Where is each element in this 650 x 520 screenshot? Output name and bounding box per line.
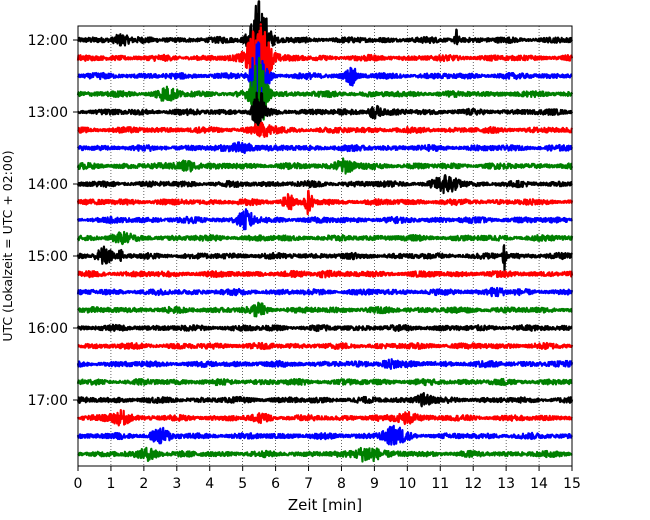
x-tick-label: 11 [431,476,449,492]
seismogram-trace [76,377,573,387]
grid-lines [110,26,540,466]
x-axis-label: Zeit [min] [288,496,362,514]
seismogram-trace [76,189,574,216]
seismogram-trace [77,446,573,463]
x-tick-label: 12 [464,476,482,492]
seismogram-trace [76,409,573,427]
x-tick-label: 2 [139,476,148,492]
seismogram-trace [76,208,574,231]
x-tick-label: 14 [530,476,548,492]
seismogram-trace [76,424,573,446]
y-tick-label: 13:00 [28,105,68,121]
seismogram-trace [77,91,574,135]
y-tick-label: 16:00 [28,321,68,337]
x-axis-ticks: 0 1 2 3 4 5 6 7 8 9 10 11 12 13 14 15 [74,466,581,492]
plot-frame [77,25,573,467]
y-tick-label: 12:00 [28,33,68,49]
seismogram-trace [77,301,573,318]
y-tick-label: 14:00 [28,177,68,193]
x-tick-label: 13 [497,476,515,492]
seismogram-trace [77,121,574,139]
seismogram-trace [76,358,574,370]
seismogram-trace [76,56,574,128]
seismogram-trace [76,141,574,155]
seismogram-trace [76,286,574,298]
seismogram-trace [76,157,574,175]
x-tick-label: 15 [563,476,581,492]
x-tick-label: 10 [398,476,416,492]
x-tick-label: 1 [106,476,115,492]
seismogram-trace [77,341,574,351]
seismogram-trace [76,323,573,333]
seismogram-trace [76,23,574,93]
x-tick-label: 8 [337,476,346,492]
x-tick-label: 9 [370,476,379,492]
seismogram-trace [76,0,573,73]
x-tick-label: 5 [238,476,247,492]
x-tick-label: 4 [205,476,214,492]
x-tick-label: 3 [172,476,181,492]
y-axis-ticks: 12:00 13:00 14:00 15:00 16:00 17:00 [28,33,78,409]
y-axis-label: UTC (Lokalzeit = UTC + 02:00) [0,150,15,341]
seismogram-trace [77,41,573,115]
seismogram-trace [76,174,573,195]
x-tick-label: 0 [74,476,83,492]
seismogram-trace [76,244,573,272]
y-tick-label: 17:00 [28,393,68,409]
seismogram-trace [77,269,574,279]
y-tick-label: 15:00 [28,249,68,265]
seismogram-trace [76,392,574,408]
seismogram-trace [76,230,574,246]
x-tick-label: 7 [304,476,313,492]
x-tick-label: 6 [271,476,280,492]
seismogram-traces [76,0,574,463]
